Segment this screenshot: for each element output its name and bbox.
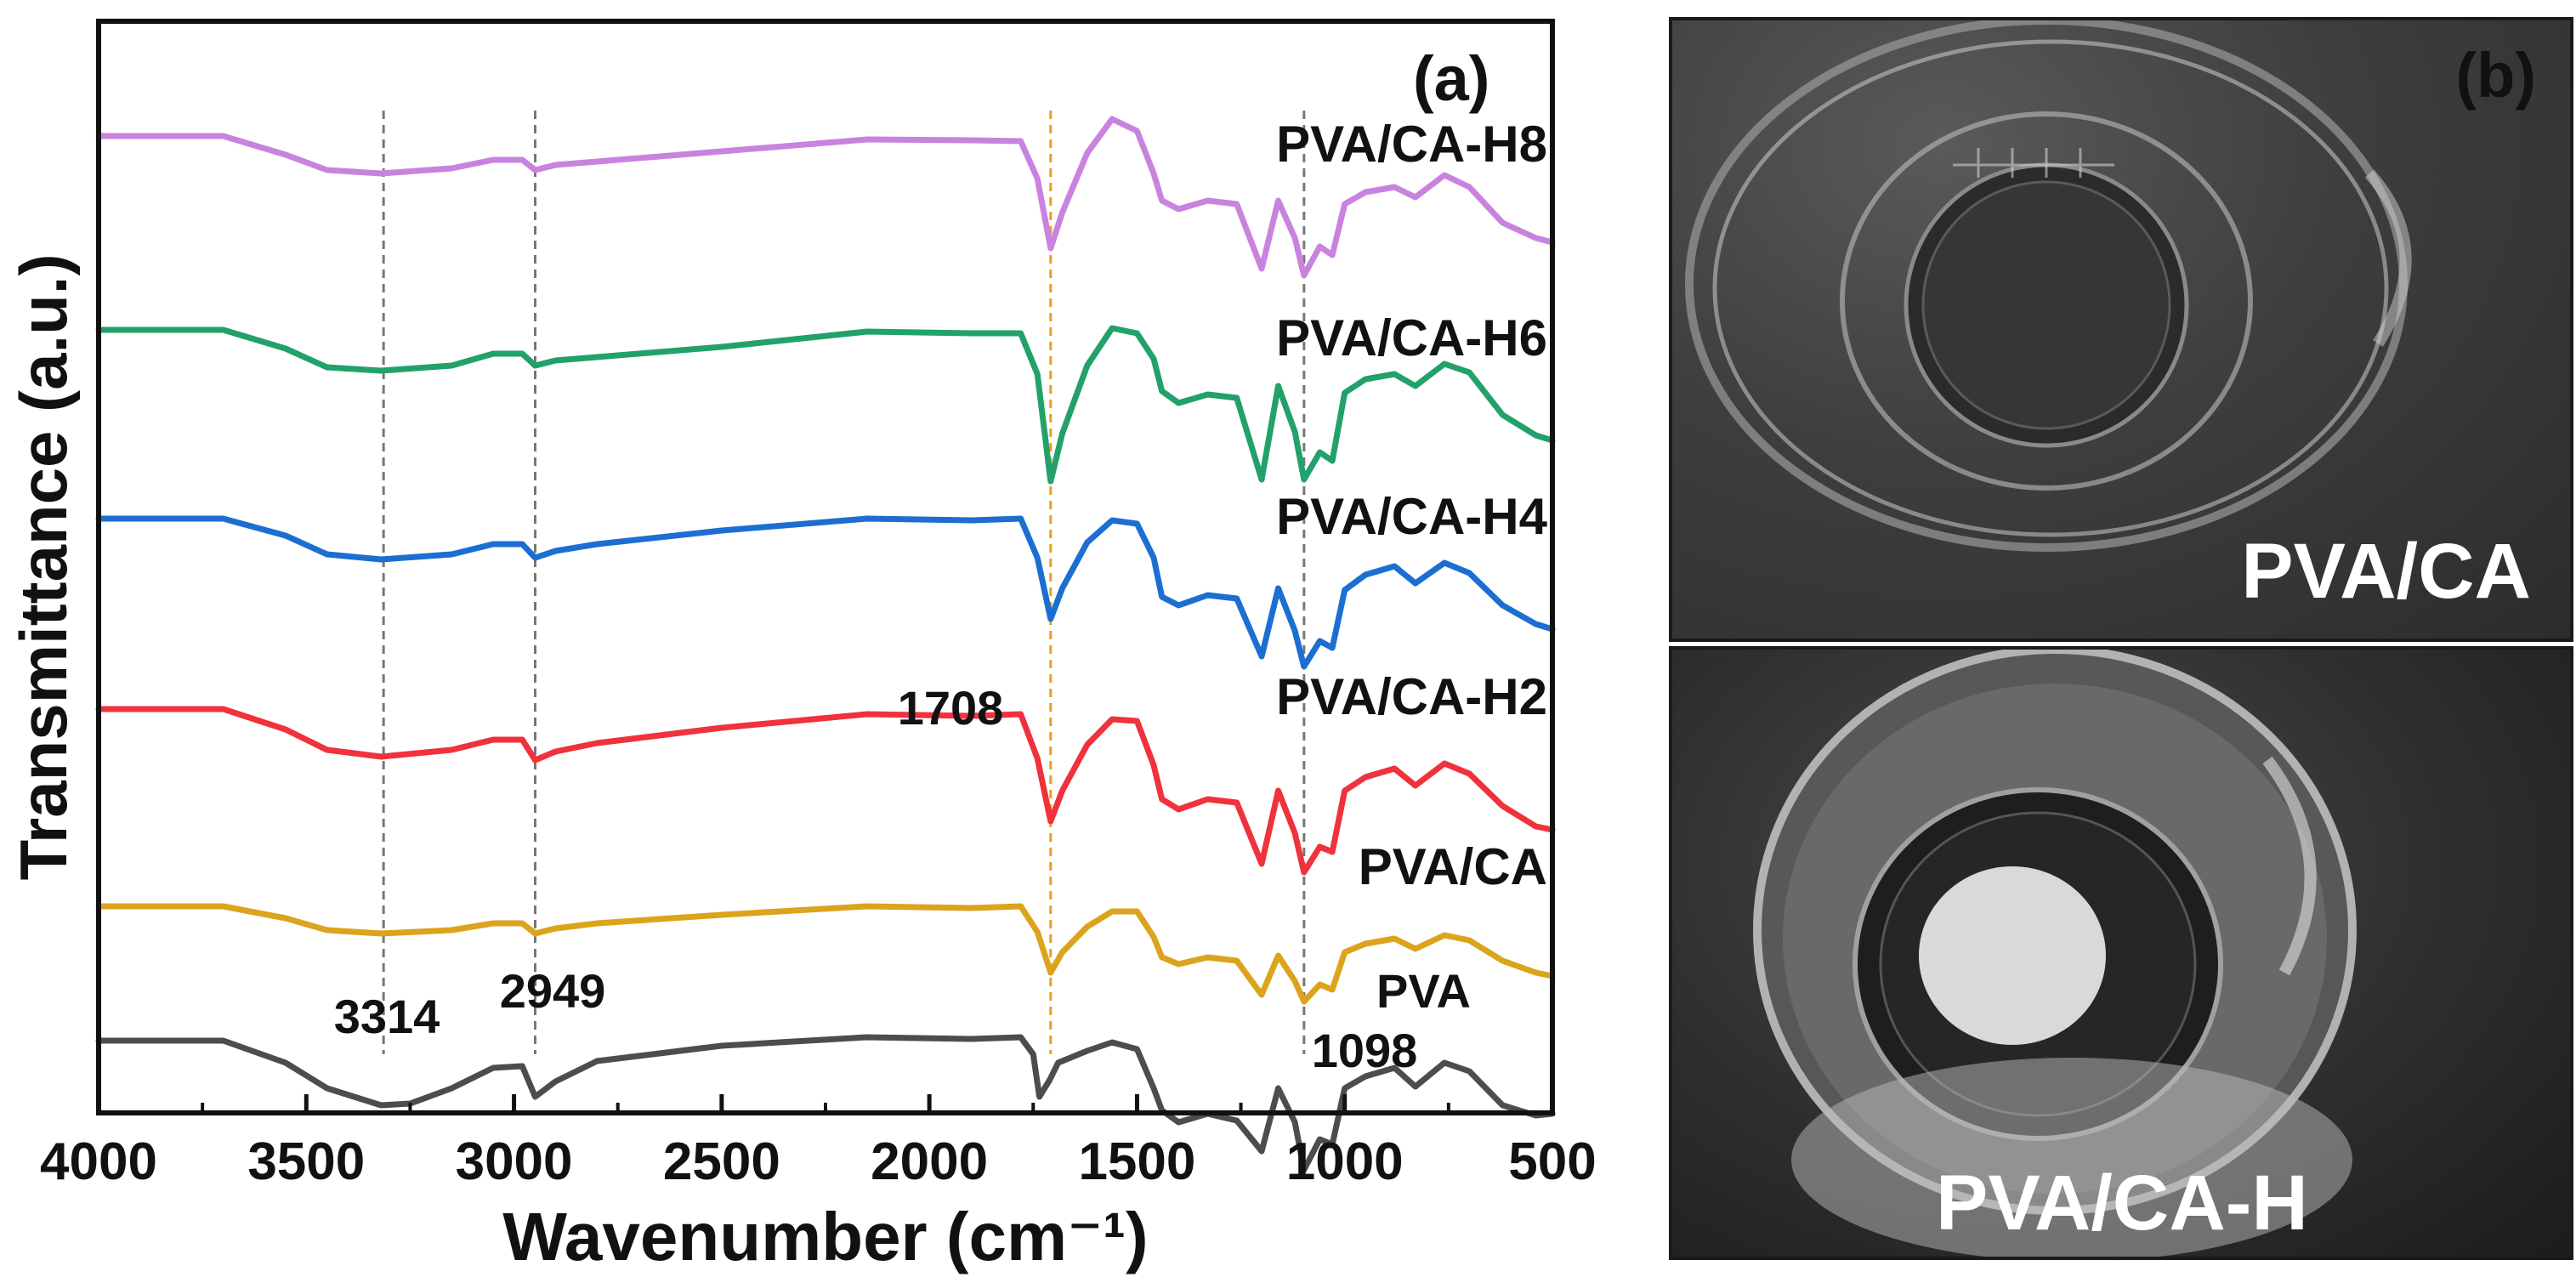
x-tick-label: 1000 [1286,1132,1404,1191]
peak-annotation-1098: 1098 [1312,1024,1418,1077]
x-tick-label: 2000 [871,1132,988,1191]
series-line-pva-ca-h2 [95,706,1556,876]
series-label-pva-ca-h8: PVA/CA-H8 [1276,116,1547,173]
x-tick-label: 3500 [247,1132,365,1191]
beaker-illustration [1753,650,2357,1257]
peak-annotation-1708: 1708 [898,681,1004,735]
x-tick-label: 3000 [456,1132,573,1191]
series-line-pva-ca-h8 [95,116,1556,279]
photo-pva-ca-h: PVA/CA-H [1669,646,2573,1260]
series-label-pva-ca-h6: PVA/CA-H6 [1276,309,1547,366]
series-line-pva [95,1034,1556,1173]
x-tick-label: 500 [1508,1132,1596,1191]
photo-label-pva-ca: PVA/CA [2241,528,2531,615]
series-line-pva-ca [95,903,1556,1005]
panel-a-label: (a) [1413,43,1489,114]
photo-pva-ca: (b) PVA/CA [1669,17,2573,642]
peak-annotation-3314: 3314 [334,990,440,1043]
series-labels: PVA/CA-H8 PVA/CA-H6 PVA/CA-H4 PVA/CA-H2 PVA/… [1276,116,1548,1018]
x-tick-label: 1500 [1078,1132,1195,1191]
plot-frame [96,19,1555,1115]
series-label-pva-ca: PVA/CA [1359,838,1547,895]
series-label-pva-ca-h2: PVA/CA-H2 [1276,668,1547,725]
peak-annotations: 3314 2949 1708 1098 [334,681,1418,1077]
series-label-pva: PVA [1376,964,1471,1018]
series-line-pva-ca-h6 [95,325,1556,485]
series-line-pva-ca-h4 [95,515,1556,670]
x-tick-label: 2500 [663,1132,780,1191]
beaker-illustration [1685,20,2412,552]
ftir-chart: 4000 3500 3000 2500 2000 1500 1000 500 PVA/CA-H… [6,19,1597,1274]
photo-label-pva-ca-h: PVA/CA-H [1936,1160,2308,1246]
x-tick-label: 4000 [40,1132,157,1191]
reference-lines [382,111,1306,1054]
x-axis-ticks: 4000 3500 3000 2500 2000 1500 1000 500 [40,1094,1597,1191]
peak-annotation-2949: 2949 [500,964,606,1018]
series-layer [95,116,1556,1173]
x-axis-label: Wavenumber (cm⁻¹) [502,1199,1148,1274]
series-label-pva-ca-h4: PVA/CA-H4 [1276,488,1548,545]
y-axis-label: Transmittance (a.u.) [6,254,81,881]
panel-b-label: (b) [2455,40,2537,111]
